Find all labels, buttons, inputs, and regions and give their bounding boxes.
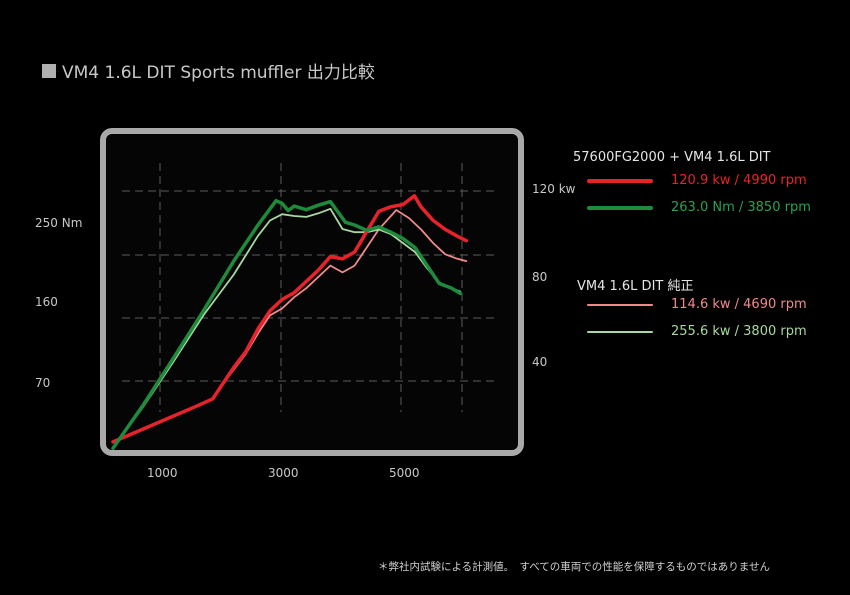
x-tick-1000: 1000 bbox=[147, 466, 178, 480]
legend-group2-power-text: 114.6 kw / 4690 rpm bbox=[671, 297, 807, 312]
legend-swatch bbox=[587, 178, 653, 183]
legend-group1-label: 57600FG2000 + VM4 1.6L DIT bbox=[573, 150, 771, 165]
chart-title: VM4 1.6L DIT Sports muffler 出力比較 bbox=[42, 58, 375, 83]
legend-group2-label: VM4 1.6L DIT 純正 bbox=[577, 279, 694, 294]
left-tick-250: 250 Nm bbox=[35, 216, 83, 230]
legend-group2-power: 114.6 kw / 4690 rpm bbox=[587, 297, 807, 312]
legend-swatch bbox=[587, 330, 653, 333]
left-tick-70: 70 bbox=[35, 376, 51, 390]
legend-swatch bbox=[587, 303, 653, 306]
chart-grid bbox=[122, 163, 496, 412]
title-square-icon bbox=[42, 63, 56, 78]
legend-group1-power-text: 120.9 kw / 4990 rpm bbox=[671, 173, 807, 188]
legend-group1-torque-text: 263.0 Nm / 3850 rpm bbox=[671, 200, 811, 215]
chart-lines bbox=[111, 194, 469, 450]
legend-group2-torque-text: 255.6 kw / 3800 rpm bbox=[671, 324, 807, 339]
chart-title-text: VM4 1.6L DIT Sports muffler 出力比較 bbox=[62, 63, 375, 83]
x-tick-5000: 5000 bbox=[389, 466, 420, 480]
footnote: ＊弊社内試験による計測値。 すべての車両での性能を保障するものではありません bbox=[378, 561, 770, 573]
legend-group2-torque: 255.6 kw / 3800 rpm bbox=[587, 324, 807, 339]
legend-swatch bbox=[587, 205, 653, 210]
series-line-57600fg2000-vm4-1-6l-dit-power bbox=[111, 194, 469, 444]
right-tick-80: 80 bbox=[532, 270, 548, 284]
left-tick-160: 160 bbox=[35, 295, 58, 309]
legend-group1-power: 120.9 kw / 4990 rpm bbox=[587, 173, 807, 188]
series-line-vm4-1-6l-dit-torque bbox=[112, 207, 462, 450]
right-tick-120: 120 kw bbox=[532, 182, 576, 196]
legend-group1-torque: 263.0 Nm / 3850 rpm bbox=[587, 200, 811, 215]
right-tick-40: 40 bbox=[532, 355, 548, 369]
series-line-57600fg2000-vm4-1-6l-dit-torque bbox=[111, 198, 463, 450]
chart-frame bbox=[100, 128, 524, 456]
x-tick-3000: 3000 bbox=[268, 466, 299, 480]
